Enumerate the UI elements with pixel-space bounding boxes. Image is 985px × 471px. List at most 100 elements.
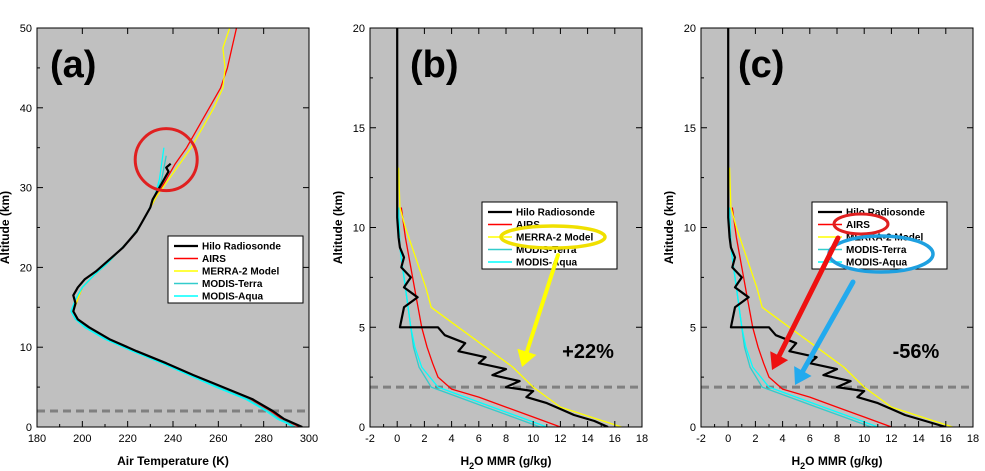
y-tick-label: 40 xyxy=(20,103,32,115)
legend-entry-label: MODIS-Terra xyxy=(202,279,263,290)
legend-entry-label: AIRS xyxy=(846,220,870,231)
legend-entry-label: AIRS xyxy=(516,220,540,231)
percent-change-label: -56% xyxy=(893,341,940,363)
panel-label: (b) xyxy=(410,44,459,86)
y-tick-label: 15 xyxy=(353,123,365,135)
legend-entry-label: MODIS-Aqua xyxy=(846,258,908,269)
x-tick-label: 0 xyxy=(394,433,400,445)
y-axis-label: Altitude (km) xyxy=(0,191,12,264)
x-tick-label: 2 xyxy=(421,433,427,445)
x-tick-label: 14 xyxy=(581,433,593,445)
x-tick-label: 4 xyxy=(449,433,455,445)
x-axis-label-subscript: 2 xyxy=(469,461,474,471)
x-tick-label: 12 xyxy=(885,433,897,445)
x-axis-label-part: O MMR (g/kg) xyxy=(474,454,551,468)
y-tick-label: 5 xyxy=(690,322,696,334)
y-axis-label: Altitude (km) xyxy=(331,191,345,264)
x-axis-label: H2O MMR (g/kg) xyxy=(460,454,551,471)
y-tick-label: 50 xyxy=(20,23,32,35)
x-tick-label: 14 xyxy=(912,433,924,445)
x-tick-label: 8 xyxy=(834,433,840,445)
legend-box xyxy=(481,201,618,270)
legend-box xyxy=(167,235,304,304)
x-tick-label: 260 xyxy=(209,433,227,445)
x-tick-label: 10 xyxy=(527,433,539,445)
y-tick-label: 20 xyxy=(20,262,32,274)
x-tick-label: 6 xyxy=(807,433,813,445)
legend-entry-label: MERRA-2 Model xyxy=(846,233,923,244)
percent-change-label: +22% xyxy=(562,341,614,363)
x-tick-label: 16 xyxy=(609,433,621,445)
legend-entry-label: Hilo Radiosonde xyxy=(202,242,281,253)
series-line-hilo-radiosonde xyxy=(72,162,303,427)
y-tick-label: 0 xyxy=(690,422,696,434)
x-tick-label: 18 xyxy=(967,433,979,445)
arrow-airs-head xyxy=(770,351,789,370)
x-tick-label: 10 xyxy=(858,433,870,445)
plot-area-a xyxy=(37,28,309,427)
y-tick-label: 5 xyxy=(359,322,365,334)
y-tick-label: 30 xyxy=(20,183,32,195)
y-tick-label: 20 xyxy=(353,23,365,35)
x-tick-label: -2 xyxy=(696,433,706,445)
series-line-airs xyxy=(731,207,892,427)
series-line-merra-2-model xyxy=(728,167,953,427)
x-tick-label: 2 xyxy=(752,433,758,445)
panel-a: 180 200 220 240 260 280 300 0 10 20 30 40 50 Altitude… xyxy=(0,23,318,468)
x-tick-label: 4 xyxy=(780,433,786,445)
highlight-ellipse-merra xyxy=(499,224,607,250)
series-line-merra-2-model xyxy=(397,167,622,427)
legend-entry-label: MERRA-2 Model xyxy=(516,233,593,244)
arrow-airs xyxy=(776,235,841,359)
x-tick-label: 220 xyxy=(118,433,136,445)
legend-entry-label: MODIS-Terra xyxy=(846,245,907,256)
y-tick-label: 20 xyxy=(684,23,696,35)
x-tick-label: 0 xyxy=(725,433,731,445)
y-tick-label: 0 xyxy=(26,422,32,434)
x-tick-label: 200 xyxy=(73,433,91,445)
y-axis-label: Altitude (km) xyxy=(662,191,676,264)
legend-entry-label: AIRS xyxy=(202,254,226,265)
series-line-hilo-radiosonde xyxy=(396,28,609,427)
y-tick-label: 10 xyxy=(20,342,32,354)
panel-label: (a) xyxy=(50,44,96,86)
x-tick-label: 6 xyxy=(476,433,482,445)
x-tick-label: 12 xyxy=(554,433,566,445)
legend-entry-label: MODIS-Aqua xyxy=(516,258,578,269)
y-tick-label: 10 xyxy=(353,223,365,235)
x-axis-label-part: H xyxy=(460,454,469,468)
x-tick-label: 8 xyxy=(503,433,509,445)
x-axis-label-part: H xyxy=(791,454,800,468)
x-tick-label: 240 xyxy=(164,433,182,445)
x-axis-label-subscript: 2 xyxy=(800,461,805,471)
x-tick-label: 16 xyxy=(940,433,952,445)
y-tick-label: 10 xyxy=(684,223,696,235)
legend-entry-label: MERRA-2 Model xyxy=(202,267,279,278)
highlight-circle xyxy=(133,127,199,193)
legend-entry-label: Hilo Radiosonde xyxy=(516,208,595,219)
arrow-merra xyxy=(524,253,560,354)
legend-entry-label: Hilo Radiosonde xyxy=(846,208,925,219)
x-tick-label: 280 xyxy=(254,433,272,445)
arrow-modis-head xyxy=(794,366,812,385)
y-tick-label: 15 xyxy=(684,123,696,135)
x-tick-label: -2 xyxy=(365,433,375,445)
x-axis-label: Air Temperature (K) xyxy=(117,454,229,468)
arrow-modis xyxy=(800,279,856,374)
legend-entry-label: MODIS-Terra xyxy=(516,245,577,256)
highlight-ellipse-airs xyxy=(832,212,890,236)
panel-label: (c) xyxy=(738,44,784,86)
x-axis-label-part: O MMR (g/kg) xyxy=(805,454,882,468)
x-tick-label: 300 xyxy=(300,433,318,445)
x-tick-label: 180 xyxy=(28,433,46,445)
x-axis-label: H2O MMR (g/kg) xyxy=(791,454,882,471)
legend-entry-label: MODIS-Aqua xyxy=(202,292,264,303)
x-tick-label: 18 xyxy=(636,433,648,445)
series-line-airs xyxy=(400,207,561,427)
y-tick-label: 0 xyxy=(359,422,365,434)
arrow-merra-head xyxy=(517,348,537,367)
